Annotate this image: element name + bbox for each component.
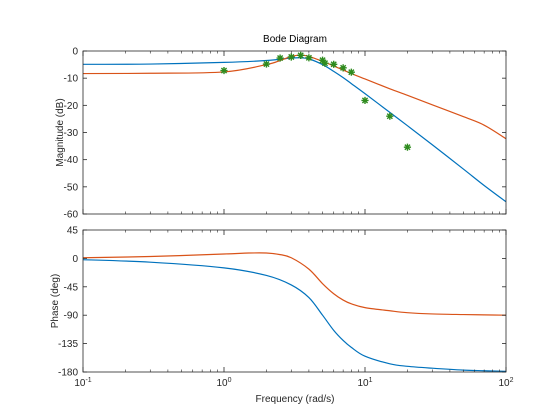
data-point-marker [305,54,313,62]
y-tick-label: 0 [72,47,78,58]
y-tick-label: -10 [64,74,79,85]
y-tick-label: 45 [67,226,79,237]
data-point-marker [330,60,338,68]
data-point-marker [276,54,284,62]
plot-area [83,51,506,214]
y-tick-label: -40 [64,155,79,166]
data-point-marker [347,68,355,76]
y-tick-label: -135 [58,339,78,350]
y-tick-label: 0 [72,254,78,265]
data-point-marker [386,112,394,120]
magnitude-panel: 0 -10 -20 -30 -40 -50 -60 Magnitude (dB) [55,47,507,221]
x-tick-label: 10-1 [74,377,91,389]
y-tick-label: -30 [64,128,79,139]
y-axis-label: Magnitude (dB) [55,98,66,166]
y-tick-label: -45 [64,282,79,293]
x-tick-label: 102 [498,377,513,389]
axes-frame [82,229,507,373]
phase-panel: 45 0 -45 -90 -135 -180 Phase (deg) [50,226,507,379]
chart-title: Bode Diagram [263,34,327,45]
x-axis-label: Frequency (rad/s) [256,394,335,405]
data-point-marker [403,143,412,151]
y-tick-label: -180 [58,368,78,379]
data-point-marker [287,53,295,61]
series-line-2 [83,252,506,316]
x-tick-label: 101 [357,377,372,389]
data-point-marker [339,64,347,72]
data-point-marker [321,59,329,67]
series-line-1 [83,57,506,203]
data-point-marker [361,96,369,105]
plot-area [83,230,506,372]
data-point-marker [262,60,271,68]
data-point-marker [318,56,327,64]
series-group [83,252,506,372]
x-tick-label: 100 [216,377,231,389]
data-point-marker [297,51,305,59]
y-axis-label: Phase (deg) [50,274,61,328]
series-group [83,51,506,203]
y-tick-label: -20 [64,101,79,112]
y-tick-label: -60 [64,210,79,221]
data-point-marker [220,66,228,75]
y-tick-label: -50 [64,182,79,193]
series-line-1 [83,259,506,372]
y-tick-label: -90 [64,311,79,322]
